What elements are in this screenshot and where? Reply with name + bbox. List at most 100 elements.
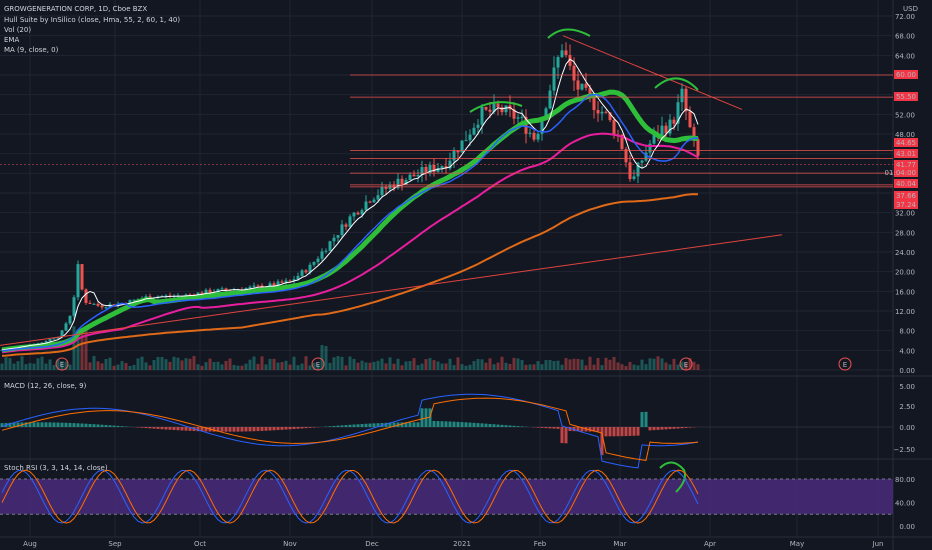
volume-bar <box>608 359 612 370</box>
earnings-marker-icon[interactable] <box>679 357 693 371</box>
volume-bar <box>52 365 56 370</box>
candle-body <box>548 90 552 109</box>
macd-histogram-bar <box>184 427 188 431</box>
volume-bar <box>204 362 208 370</box>
volume-bar <box>684 363 688 370</box>
volume-bar <box>348 356 352 370</box>
indicator-legend: Hull Suite by InSilico (close, Hma, 55, … <box>4 16 180 24</box>
price-tag-label: 43.01 <box>896 150 916 158</box>
candle-body <box>620 134 624 150</box>
macd-histogram-bar <box>440 421 444 427</box>
volume-bar <box>140 356 144 370</box>
macd-histogram-bar <box>364 423 368 427</box>
volume-bar <box>248 359 252 370</box>
volume-bar <box>372 361 376 370</box>
earnings-marker-icon[interactable] <box>55 357 69 371</box>
left-shoulder-arc <box>469 101 523 113</box>
macd-histogram-bar <box>116 425 120 427</box>
candle-body <box>100 305 104 308</box>
macd-histogram-bar <box>372 423 376 427</box>
candle-body <box>368 201 372 203</box>
volume-bar <box>536 361 540 370</box>
earnings-label: E <box>843 361 847 369</box>
volume-bar <box>260 356 264 370</box>
candle-body <box>248 286 252 289</box>
macd-histogram-bar <box>456 421 460 427</box>
volume-bar <box>436 361 440 370</box>
candle-body <box>472 127 476 135</box>
macd-histogram-bar <box>36 422 40 427</box>
earnings-marker-icon[interactable] <box>311 357 325 371</box>
volume-bar <box>164 359 168 370</box>
candle-body <box>128 299 132 304</box>
macd-histogram-bar <box>204 427 208 432</box>
macd-histogram-bar <box>84 423 88 427</box>
price-tag-label: 37.66 <box>896 192 917 200</box>
macd-histogram-bar <box>568 427 572 431</box>
candle-body <box>516 117 520 119</box>
macd-histogram-bar <box>284 427 288 430</box>
candle-body <box>348 216 352 227</box>
volume-bar <box>64 361 68 370</box>
candle-body <box>540 117 544 134</box>
volume-bar <box>312 362 316 370</box>
volume-bar <box>12 363 16 370</box>
volume-bar <box>128 365 132 370</box>
candle-body <box>668 119 672 134</box>
blue-ema-line <box>1 93 699 352</box>
macd-histogram-bar <box>676 427 680 429</box>
macd-histogram-bar <box>224 427 228 432</box>
volume-bar <box>400 365 404 370</box>
time-axis-label: Sep <box>108 540 122 548</box>
volume-bar <box>352 358 356 370</box>
macd-histogram-bar <box>176 427 180 431</box>
candle-body <box>252 285 256 287</box>
candle-body <box>228 290 232 292</box>
macd-histogram-bar <box>108 425 112 427</box>
candle-body <box>660 125 664 136</box>
candle-body <box>276 281 280 286</box>
macd-histogram-bar <box>300 427 304 429</box>
volume-bar <box>572 358 576 370</box>
macd-histogram-bar <box>144 427 148 429</box>
earnings-label: E <box>684 361 688 369</box>
volume-bar <box>560 364 564 370</box>
stoch-band <box>0 479 893 515</box>
volume-bar <box>588 356 592 370</box>
candle-body <box>92 303 96 305</box>
volume-bar <box>432 360 436 370</box>
volume-bar <box>256 363 260 370</box>
candle-body <box>320 251 324 259</box>
candle-body <box>576 80 580 90</box>
volume-bar <box>324 345 328 370</box>
volume-bar <box>44 363 48 370</box>
macd-histogram-bar <box>212 427 216 432</box>
macd-histogram-bar <box>384 422 388 427</box>
macd-histogram-bar <box>472 422 476 427</box>
price-tag <box>894 179 918 188</box>
candle-body <box>384 186 388 189</box>
candle-body <box>416 174 420 177</box>
macd-histogram-bar <box>216 427 220 432</box>
price-tag <box>894 138 918 147</box>
macd-histogram-bar <box>16 422 20 427</box>
macd-histogram-bar <box>68 422 72 427</box>
macd-histogram-bar <box>112 425 116 427</box>
price-tick-label: 0.00 <box>899 367 915 375</box>
volume-bar <box>328 362 332 370</box>
candle-body <box>524 116 528 134</box>
macd-histogram-bar <box>564 427 568 444</box>
macd-title: MACD (12, 26, close, 9) <box>4 382 87 390</box>
stoch-tick-label: 80.00 <box>895 476 915 484</box>
candle-body <box>688 111 692 128</box>
earnings-marker-icon[interactable] <box>838 357 852 371</box>
volume-bar <box>212 362 216 370</box>
macd-histogram-bar <box>8 422 12 427</box>
volume-bar <box>136 358 140 370</box>
macd-tick-label: 0.00 <box>899 424 915 432</box>
candle-body <box>132 299 136 301</box>
price-tag-label: 40.04 <box>896 180 917 188</box>
price-tick-label: 72.00 <box>895 13 915 21</box>
price-tag <box>894 149 918 158</box>
